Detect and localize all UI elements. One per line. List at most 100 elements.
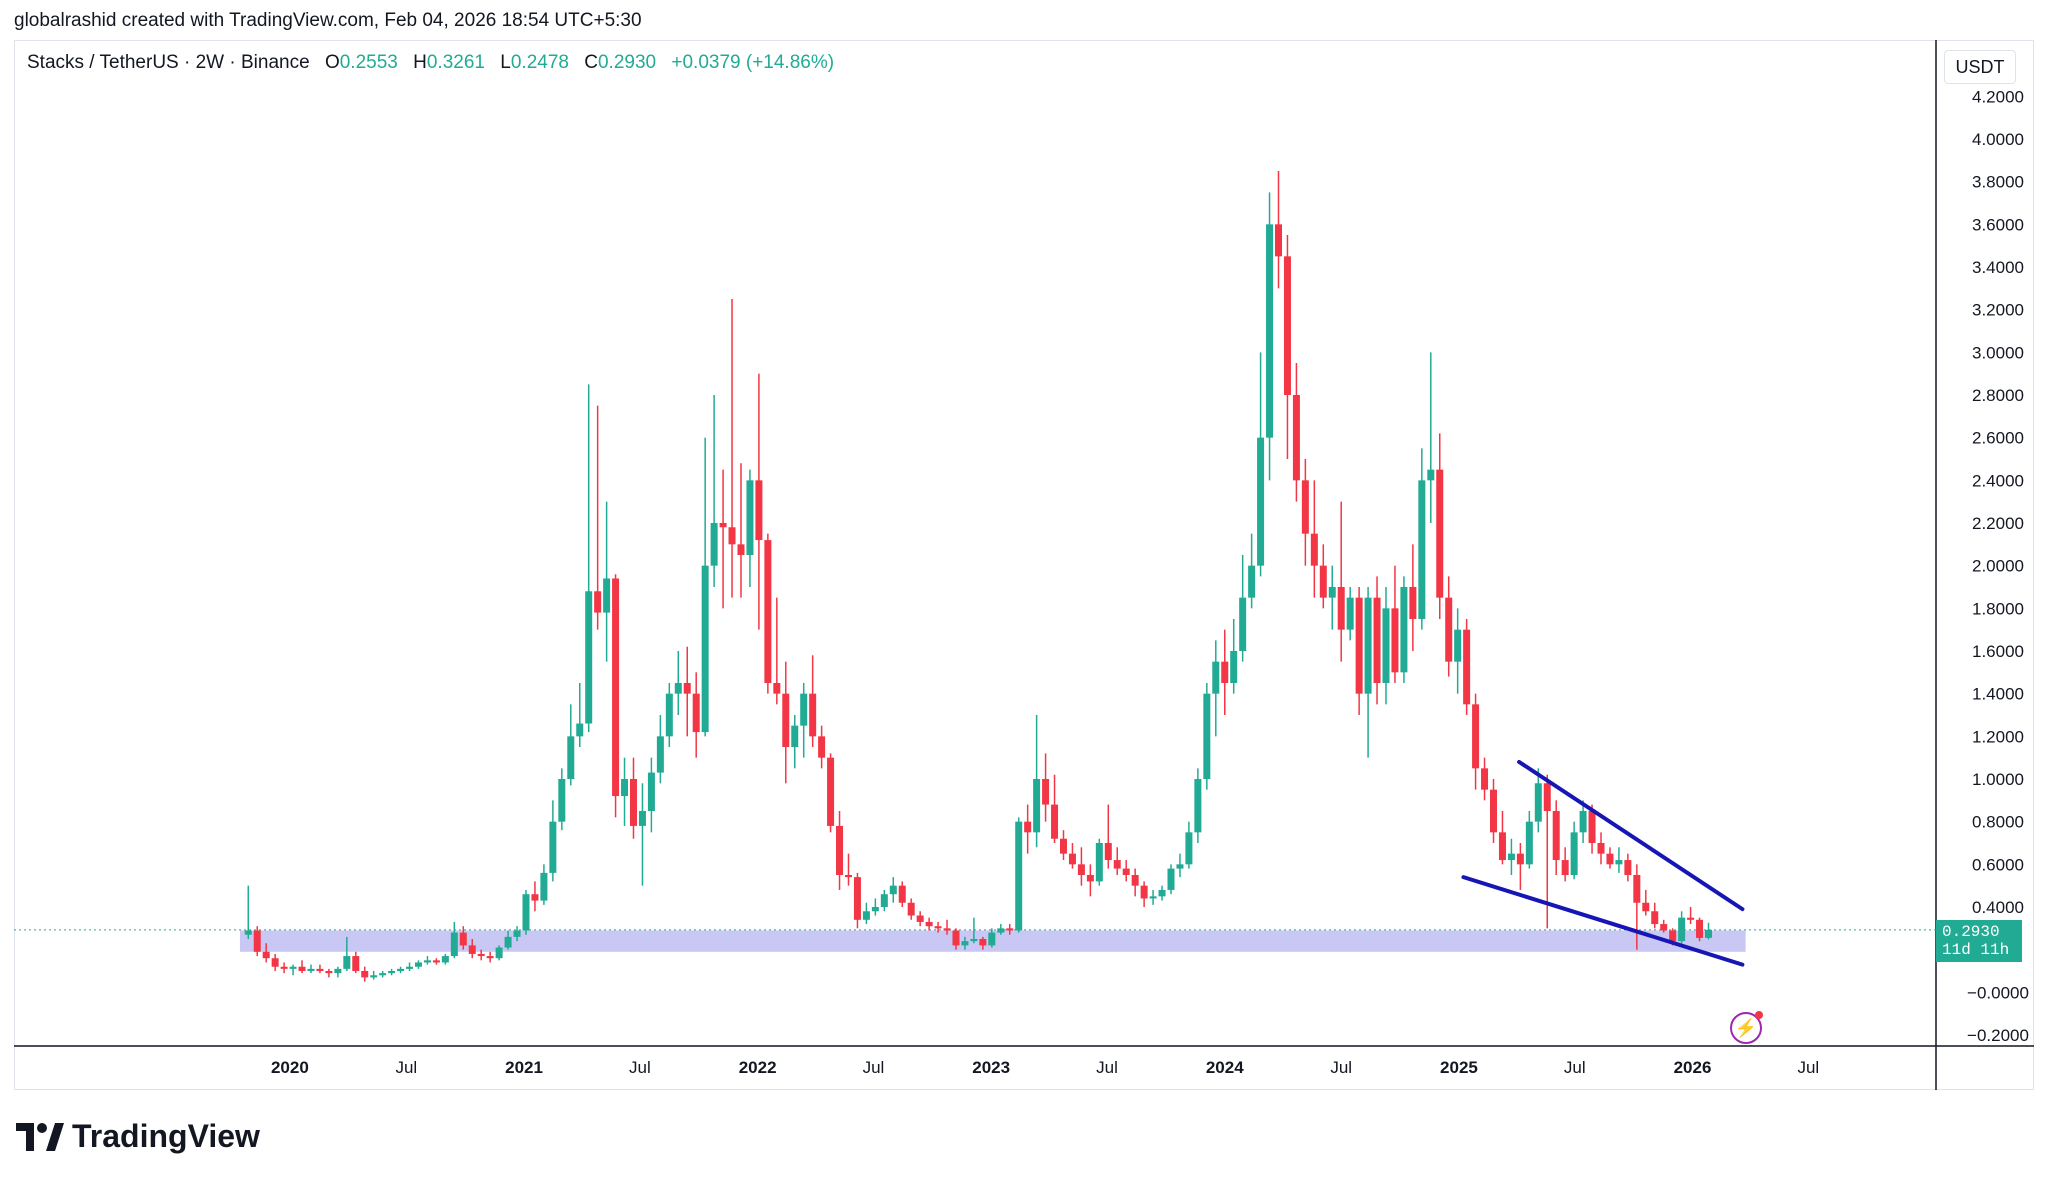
candle-body [1615, 860, 1623, 865]
candle-body [1221, 661, 1229, 683]
y-tick-label: 0.8000 [1972, 813, 2024, 832]
candle-body [1436, 469, 1444, 598]
candle-body [916, 915, 924, 922]
candle-body [1669, 930, 1677, 942]
candle-body [737, 544, 745, 555]
x-tick-label: 2021 [505, 1058, 543, 1077]
candle-body [531, 894, 539, 901]
currency-selector[interactable]: USDT [1944, 50, 2016, 84]
tradingview-brand[interactable]: TradingView [16, 1118, 260, 1155]
candle-body [1328, 587, 1336, 598]
candle-body [1409, 587, 1417, 619]
candle-body [1391, 608, 1399, 673]
x-tick-label: 2020 [271, 1058, 309, 1077]
candle-body [719, 523, 727, 528]
candle-body [692, 693, 700, 733]
chart-frame[interactable] [14, 40, 2034, 1090]
close-label: C [584, 52, 598, 73]
candle-body [791, 725, 799, 747]
candle-body [1445, 597, 1453, 662]
candle-body [925, 921, 933, 927]
trendline-lower [1461, 875, 1745, 967]
candle-body [1490, 789, 1498, 833]
candle-body [1203, 693, 1211, 779]
y-tick-label: 3.4000 [1972, 258, 2024, 277]
last-price-value: 0.2930 [1942, 923, 2000, 941]
candle-body [594, 591, 602, 613]
candle-body [1534, 783, 1542, 822]
candle-body [1248, 565, 1256, 598]
candle-body [728, 527, 736, 545]
candle-body [1454, 629, 1462, 662]
x-tick-label: Jul [395, 1058, 417, 1077]
candle-body [1140, 885, 1148, 899]
y-tick-label: 4.2000 [1972, 87, 2024, 106]
candle-body [836, 825, 844, 875]
candle-body [325, 971, 333, 974]
candle-body [1194, 779, 1202, 833]
candle-body [1212, 661, 1220, 694]
candle-body [1418, 480, 1426, 619]
y-tick-label: 2.0000 [1972, 557, 2024, 576]
candle-body [361, 971, 369, 978]
candle-body [1185, 832, 1193, 865]
candle-body [423, 960, 431, 963]
candle-body [576, 723, 584, 737]
candle-body [397, 968, 405, 971]
candle-body [522, 894, 530, 931]
candle-body [827, 757, 835, 826]
lightning-alert-icon[interactable]: ⚡ [1730, 1011, 1763, 1044]
candle-body [800, 693, 808, 726]
candle-body [674, 683, 682, 694]
candle-body [486, 956, 494, 959]
candle-body [1472, 704, 1480, 769]
candle-body [495, 947, 503, 959]
candle-body [450, 932, 458, 957]
candle-body [432, 960, 440, 963]
candle-body [1525, 821, 1533, 865]
candle-body [1257, 437, 1265, 566]
candle-body [961, 941, 969, 946]
brand-name: TradingView [72, 1118, 260, 1154]
candle-body [1266, 224, 1274, 438]
x-tick-label: Jul [1330, 1058, 1352, 1077]
y-tick-label: 2.2000 [1972, 514, 2024, 533]
alert-badge-dot [1755, 1011, 1763, 1019]
candle-body [997, 928, 1005, 933]
candle-body [1283, 256, 1291, 395]
y-tick-label: 0.4000 [1972, 898, 2024, 917]
y-tick-label: 2.8000 [1972, 386, 2024, 405]
change-value: +0.0379 (+14.86%) [671, 52, 835, 73]
symbol-title[interactable]: Stacks / TetherUS · 2W · Binance [27, 52, 310, 73]
candle-body [647, 772, 655, 811]
candle-body [1239, 597, 1247, 651]
candle-body [280, 966, 288, 969]
candle-body [1624, 860, 1632, 875]
candle-body [1301, 480, 1309, 534]
candle-body [1427, 469, 1435, 481]
candle-body [1498, 832, 1506, 861]
candle-body [1086, 875, 1094, 882]
candle-body [1651, 911, 1659, 925]
bar-countdown: 11d 11h [1942, 941, 2010, 959]
candle-body [1543, 783, 1551, 811]
x-tick-label: 2022 [739, 1058, 777, 1077]
candle-body [603, 578, 611, 613]
candle-body [1059, 838, 1067, 854]
candle-body [540, 872, 548, 901]
candle-body [638, 811, 646, 826]
candle-body [1642, 902, 1650, 912]
candle-body [629, 779, 637, 826]
y-tick-label: 1.8000 [1972, 599, 2024, 618]
candle-body [343, 956, 351, 969]
candle-body [1400, 587, 1408, 673]
candle-body [1382, 608, 1390, 683]
candle-body [1310, 533, 1318, 566]
candle-body [1606, 853, 1614, 865]
candle-body [809, 693, 817, 737]
candle-body [567, 736, 575, 779]
candle-body [1176, 864, 1184, 869]
candle-body [710, 523, 718, 566]
